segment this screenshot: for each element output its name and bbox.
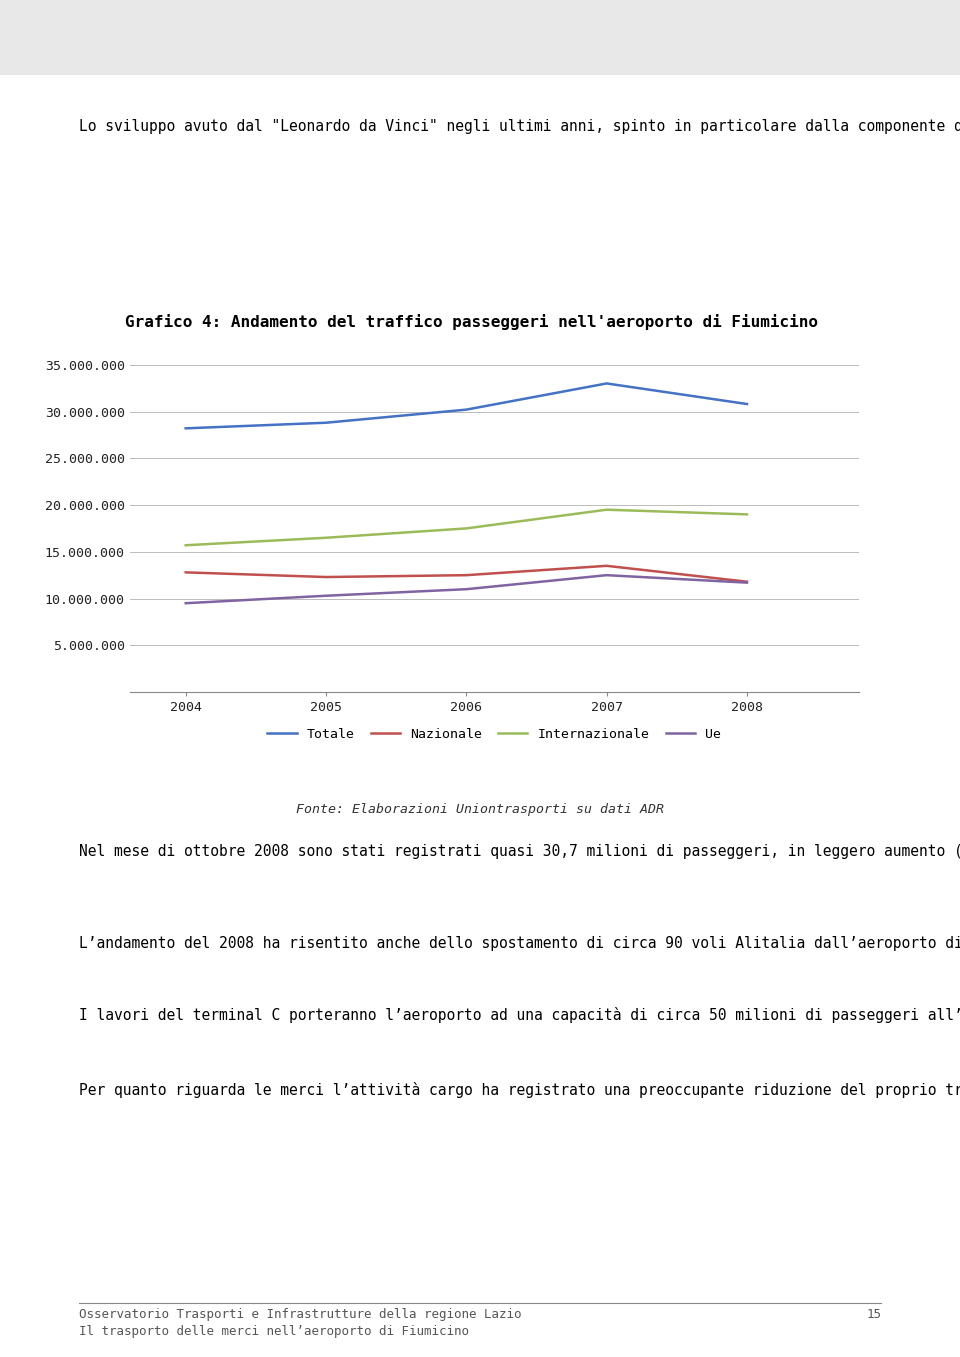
Text: Lo sviluppo avuto dal "Leonardo da Vinci" negli ultimi anni, spinto in particola: Lo sviluppo avuto dal "Leonardo da Vinci…: [79, 119, 960, 134]
Text: Per quanto riguarda le merci l’attività cargo ha registrato una preoccupante rid: Per quanto riguarda le merci l’attività …: [79, 1082, 960, 1098]
Text: Fonte: Elaborazioni Uniontrasporti su dati ADR: Fonte: Elaborazioni Uniontrasporti su da…: [296, 803, 664, 817]
Legend: Totale, Nazionale, Internazionale, Ue: Totale, Nazionale, Internazionale, Ue: [262, 722, 727, 746]
Text: Osservatorio Trasporti e Infrastrutture della regione Lazio
Il trasporto delle m: Osservatorio Trasporti e Infrastrutture …: [79, 1308, 521, 1338]
Text: L’andamento del 2008 ha risentito anche dello spostamento di circa 90 voli Alita: L’andamento del 2008 ha risentito anche …: [79, 936, 960, 951]
Text: Nel mese di ottobre 2008 sono stati registrati quasi 30,7 milioni di passeggeri,: Nel mese di ottobre 2008 sono stati regi…: [79, 844, 960, 859]
Text: Grafico 4: Andamento del traffico passeggeri nell'aeroporto di Fiumicino: Grafico 4: Andamento del traffico passeg…: [125, 313, 818, 330]
Text: I lavori del terminal C porteranno l’aeroporto ad una capacità di circa 50 milio: I lavori del terminal C porteranno l’aer…: [79, 1007, 960, 1023]
Text: 15: 15: [866, 1308, 881, 1322]
